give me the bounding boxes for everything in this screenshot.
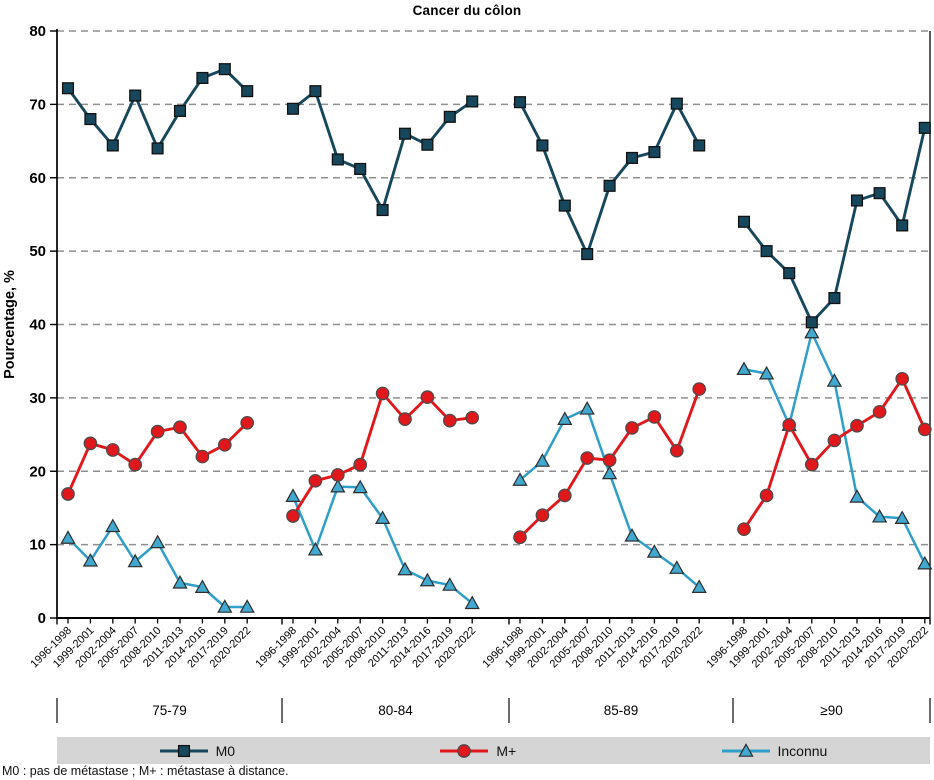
series-M0-panel-80-84 (286, 85, 479, 217)
y-tick-label: 60 (29, 170, 46, 187)
y-tick-label: 40 (29, 317, 46, 334)
series-M+-panel-85-89 (513, 382, 707, 545)
series-Inconnu-panel-≥90 (736, 324, 933, 570)
series-M0-panel-≥90 (737, 121, 931, 329)
legend: M0 M+ Inconnu (57, 737, 930, 764)
x-axis-panel-85-89: 1996-19981999-20012002-20042005-20072008… (480, 618, 705, 670)
legend-item-m: M+ (440, 742, 516, 760)
series-Inconnu-panel-80-84 (285, 478, 480, 610)
legend-item-inconnu: Inconnu (721, 742, 828, 760)
y-tick-label: 80 (29, 23, 46, 40)
axes (56, 29, 931, 619)
age-group-label: 80-84 (378, 703, 413, 718)
y-tick-label: 70 (29, 96, 46, 113)
chart-canvas: 0 10 20 30 40 50 60 70 80 Pourcentage, % 75-79 80-8… (2, 23, 933, 723)
x-axis-panel-75-79: 1996-19981999-20012002-20042005-20072008… (28, 618, 253, 670)
y-tick-label: 20 (29, 463, 46, 480)
y-tick-label: 30 (29, 390, 46, 407)
x-axis-panel-80-84: 1996-19981999-20012002-20042005-20072008… (253, 618, 478, 670)
y-tick-label: 0 (38, 610, 46, 627)
chart-title: Cancer du côlon (412, 3, 522, 18)
legend-label: M+ (496, 742, 517, 759)
square-marker-icon (159, 744, 208, 757)
series-M+-panel-80-84 (286, 386, 480, 523)
age-group-label: ≥90 (820, 703, 842, 718)
legend-item-m0: M0 (159, 742, 236, 760)
age-group-label: 85-89 (604, 703, 639, 718)
legend-label: Inconnu (777, 742, 828, 759)
y-tick-label: 10 (29, 537, 46, 554)
age-group-label: 75-79 (152, 703, 187, 718)
age-group-row: 75-79 80-84 85-89 ≥90 (56, 618, 931, 723)
circle-marker-icon (440, 743, 489, 758)
gridlines (57, 30, 930, 546)
series-Inconnu-panel-75-79 (60, 518, 255, 613)
series-M0-panel-75-79 (61, 63, 254, 155)
legend-label: M0 (215, 742, 236, 759)
series-M+-panel-75-79 (61, 415, 255, 501)
series-M0-panel-85-89 (513, 96, 706, 261)
series-Inconnu-panel-85-89 (512, 401, 707, 593)
y-tick-label: 50 (29, 243, 46, 260)
y-axis: 0 10 20 30 40 50 60 70 80 Pourcentage, % (2, 23, 57, 627)
triangle-marker-icon (721, 742, 770, 757)
y-axis-title: Pourcentage, % (2, 270, 18, 379)
series-M+-panel-≥90 (737, 371, 932, 537)
footnote: M0 : pas de métastase ; M+ : métastase à… (2, 764, 289, 778)
x-axis-panel-≥90: 1996-19981999-20012002-20042005-20072008… (704, 618, 931, 670)
